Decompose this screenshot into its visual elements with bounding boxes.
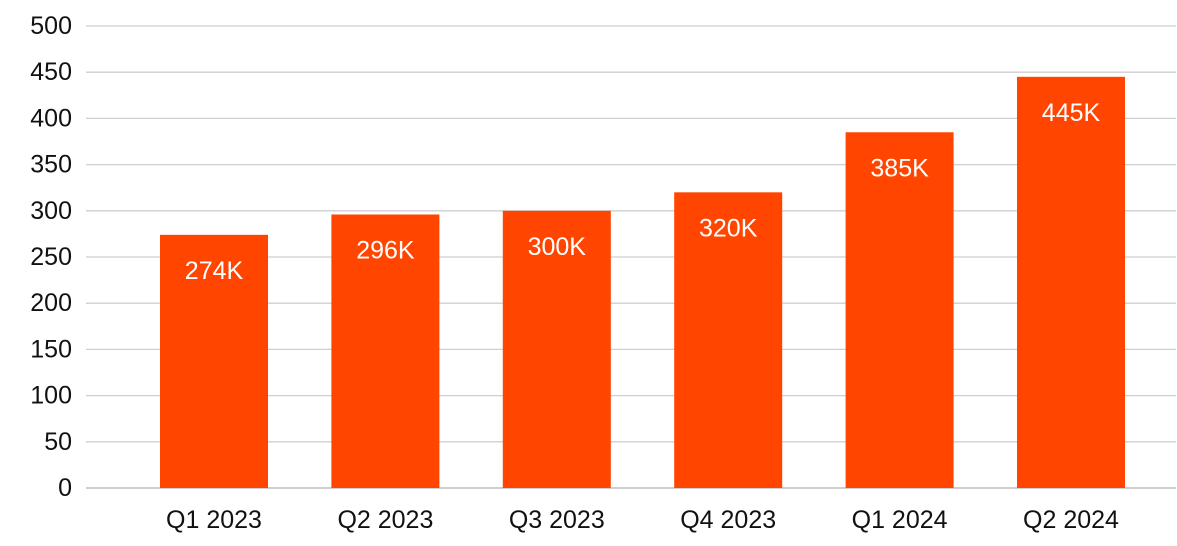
y-tick-label: 500	[30, 12, 72, 40]
bar-value-label: 274K	[185, 257, 244, 285]
y-tick-label: 100	[30, 382, 72, 410]
bar	[845, 132, 954, 488]
bar-value-label: 385K	[870, 154, 929, 182]
x-tick-label: Q3 2023	[509, 506, 605, 534]
data-labels: 274K 296K 300K 320K 385K 445K	[185, 99, 1101, 285]
x-tick-label: Q2 2024	[1023, 506, 1119, 534]
y-tick-label: 350	[30, 151, 72, 179]
y-tick-label: 250	[30, 243, 72, 271]
bar-value-label: 320K	[699, 214, 758, 242]
y-tick-label: 0	[58, 474, 72, 502]
y-tick-label: 150	[30, 335, 72, 363]
bars	[160, 76, 1125, 489]
bar-value-label: 300K	[528, 233, 587, 261]
x-tick-label: Q4 2023	[680, 506, 776, 534]
x-tick-label: Q1 2023	[166, 506, 262, 534]
y-tick-label: 300	[30, 197, 72, 225]
bar	[502, 210, 611, 489]
y-tick-label: 50	[44, 428, 72, 456]
y-tick-label: 400	[30, 104, 72, 132]
bar	[331, 214, 440, 488]
bar	[674, 192, 783, 488]
x-tick-label: Q1 2024	[852, 506, 948, 534]
y-tick-label: 200	[30, 289, 72, 317]
y-axis: 0 50 100 150 200 250 300 350 400 450 500	[30, 12, 72, 502]
bar	[1017, 76, 1125, 488]
x-axis: Q1 2023 Q2 2023 Q3 2023 Q4 2023 Q1 2024 Q2 20…	[166, 506, 1119, 534]
bar-value-label: 445K	[1042, 99, 1101, 127]
bar-value-label: 296K	[356, 236, 415, 264]
bar	[160, 234, 268, 488]
x-tick-label: Q2 2023	[337, 506, 433, 534]
y-tick-label: 450	[30, 58, 72, 86]
